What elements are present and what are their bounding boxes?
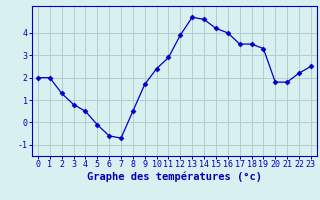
X-axis label: Graphe des températures (°c): Graphe des températures (°c) (87, 172, 262, 182)
